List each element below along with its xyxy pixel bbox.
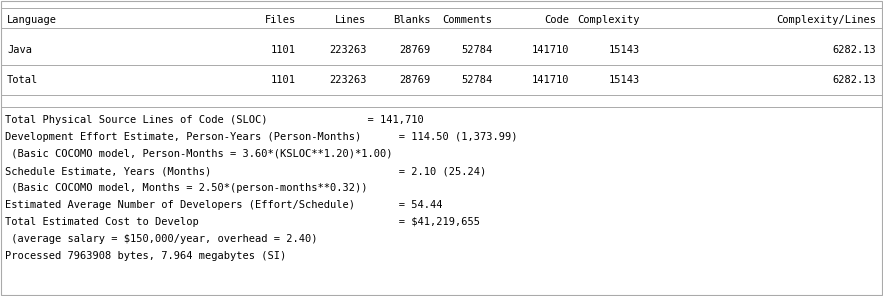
- Text: Complexity/Lines: Complexity/Lines: [776, 15, 876, 25]
- Text: 52784: 52784: [462, 45, 493, 55]
- Text: Java: Java: [7, 45, 32, 55]
- Text: 141710: 141710: [532, 45, 570, 55]
- Text: Total Physical Source Lines of Code (SLOC)                = 141,710: Total Physical Source Lines of Code (SLO…: [5, 115, 424, 125]
- Text: Development Effort Estimate, Person-Years (Person-Months)      = 114.50 (1,373.9: Development Effort Estimate, Person-Year…: [5, 132, 517, 142]
- Text: 223263: 223263: [329, 45, 366, 55]
- Text: 15143: 15143: [609, 75, 640, 85]
- Text: Estimated Average Number of Developers (Effort/Schedule)       = 54.44: Estimated Average Number of Developers (…: [5, 200, 442, 210]
- Text: Code: Code: [545, 15, 570, 25]
- Text: (Basic COCOMO model, Person-Months = 3.60*(KSLOC**1.20)*1.00): (Basic COCOMO model, Person-Months = 3.6…: [5, 149, 393, 159]
- Text: 6282.13: 6282.13: [832, 45, 876, 55]
- Text: 6282.13: 6282.13: [832, 75, 876, 85]
- Text: Total Estimated Cost to Develop                                = $41,219,655: Total Estimated Cost to Develop = $41,21…: [5, 217, 480, 227]
- Text: (Basic COCOMO model, Months = 2.50*(person-months**0.32)): (Basic COCOMO model, Months = 2.50*(pers…: [5, 183, 367, 193]
- Text: 15143: 15143: [609, 45, 640, 55]
- Text: 28769: 28769: [400, 45, 431, 55]
- Text: Lines: Lines: [336, 15, 366, 25]
- Text: 28769: 28769: [400, 75, 431, 85]
- Text: 52784: 52784: [462, 75, 493, 85]
- Text: Comments: Comments: [442, 15, 493, 25]
- Text: (average salary = $150,000/year, overhead = 2.40): (average salary = $150,000/year, overhea…: [5, 234, 318, 244]
- Text: 1101: 1101: [271, 75, 296, 85]
- Text: Schedule Estimate, Years (Months)                              = 2.10 (25.24): Schedule Estimate, Years (Months) = 2.10…: [5, 166, 487, 176]
- Text: Total: Total: [7, 75, 38, 85]
- Text: Processed 7963908 bytes, 7.964 megabytes (SI): Processed 7963908 bytes, 7.964 megabytes…: [5, 251, 286, 261]
- Text: 1101: 1101: [271, 45, 296, 55]
- Text: 223263: 223263: [329, 75, 366, 85]
- Text: Language: Language: [7, 15, 57, 25]
- Text: 141710: 141710: [532, 75, 570, 85]
- Text: Files: Files: [265, 15, 296, 25]
- Text: Complexity: Complexity: [577, 15, 640, 25]
- Text: Blanks: Blanks: [394, 15, 431, 25]
